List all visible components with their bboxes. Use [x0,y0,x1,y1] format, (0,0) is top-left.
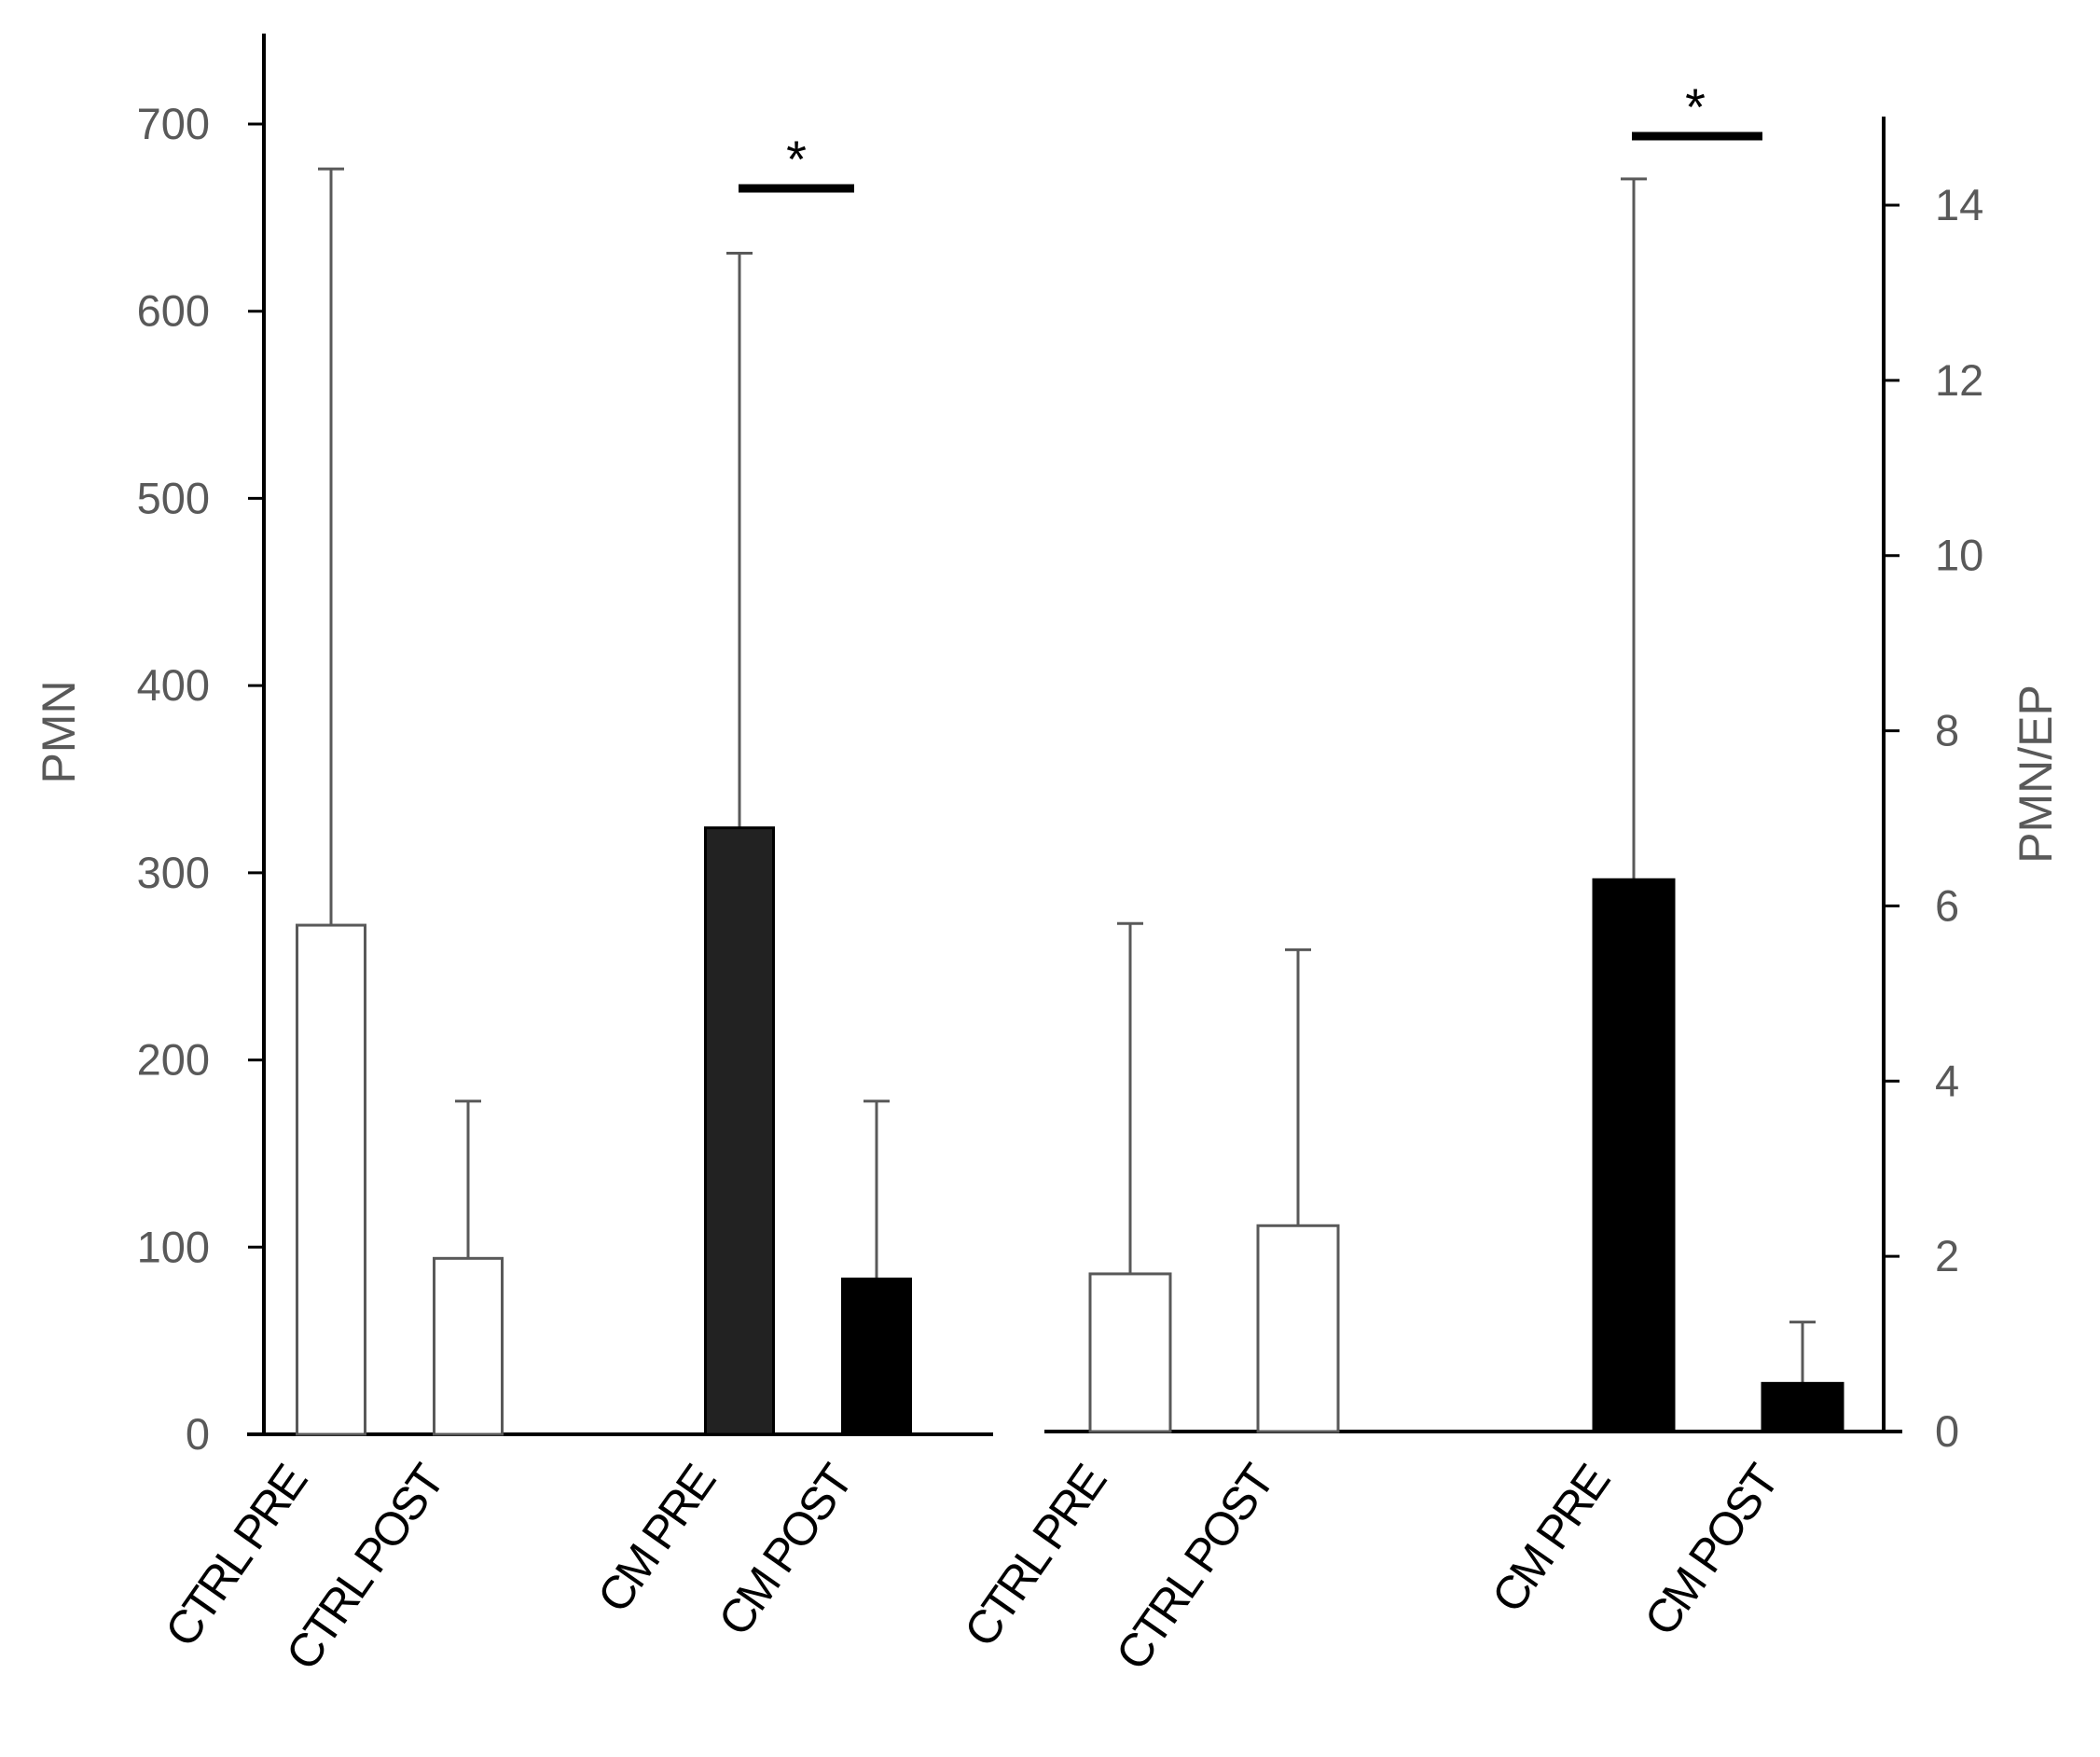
left-y-tick-label: 600 [137,286,210,336]
right-significance-star: * [1685,77,1706,136]
right-category-cm-pre: CM PRE [1482,1456,1620,1622]
left-y-tick-label: 300 [137,848,210,897]
left-y-tick-label: 0 [186,1409,210,1459]
left-category-cm-post: CM POST [709,1455,863,1645]
right-y-tick-label: 8 [1935,706,1959,755]
left-bar-cm-post [841,1277,912,1436]
right-bar-cm-post [1761,1381,1844,1433]
left-bar-ctrl-post [433,1256,504,1436]
right-significance: * [1632,77,1762,141]
right-y-tick-label: 10 [1935,531,1983,580]
left-significance: * [739,130,854,193]
right-y-ticks: 0 2 4 6 8 10 12 14 [1884,180,1983,1456]
right-y-tick-label: 14 [1935,180,1983,229]
left-bar-ctrl-pre [296,923,366,1436]
right-category-ctrl-post: CTRL POST [1106,1455,1285,1679]
left-y-tick-label: 100 [137,1222,210,1271]
left-y-tick-label: 400 [137,660,210,710]
left-bars [296,167,912,1436]
left-category-cm-pre: CM PRE [587,1456,725,1622]
right-y-tick-label: 12 [1935,355,1983,405]
left-y-ticks: 0 100 200 300 400 500 600 700 [137,99,264,1459]
right-y-tick-label: 4 [1935,1056,1959,1105]
left-significance-star: * [786,130,807,188]
right-y-tick-label: 0 [1935,1406,1959,1456]
left-y-tick-label: 500 [137,473,210,522]
right-bar-ctrl-post [1256,1224,1340,1433]
right-y-tick-label: 6 [1935,880,1959,930]
left-y-axis-label: PMN [33,680,85,783]
left-panel: PMN 0 100 200 300 400 500 600 700 CTRL PRECTRL … [33,34,993,1680]
right-bar-cm-pre [1592,878,1676,1433]
right-bars [1088,177,1844,1433]
right-bar-ctrl-pre [1088,1272,1172,1433]
right-y-tick-label: 2 [1935,1231,1959,1280]
right-category-ctrl-pre: CTRL PRE [954,1456,1116,1656]
right-y-axis-label: PMN/EP [2010,685,2062,864]
left-bar-cm-pre [704,826,775,1436]
right-category-cm-post: CM POST [1635,1455,1789,1645]
left-y-tick-label: 700 [137,99,210,148]
left-y-tick-label: 200 [137,1035,210,1085]
